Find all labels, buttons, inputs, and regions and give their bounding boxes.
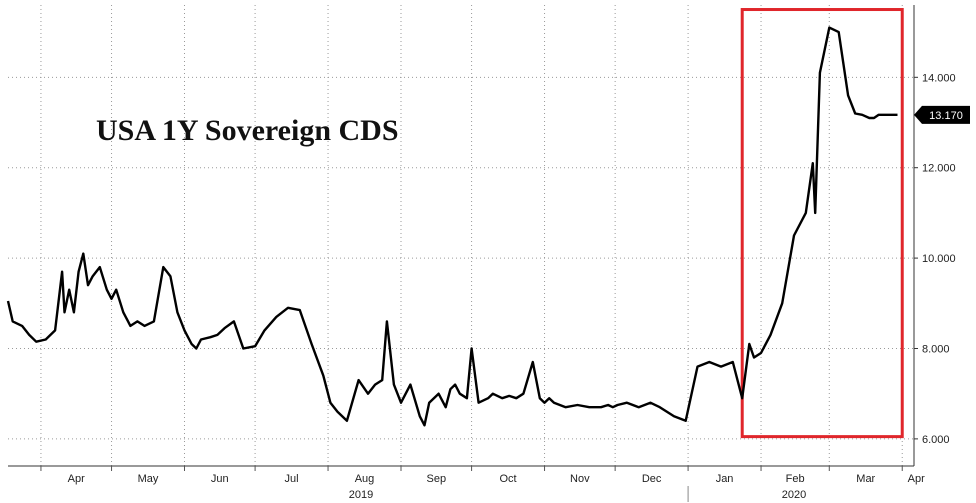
series-line-layer [6,26,898,427]
y-tick-label: 8.000 [922,343,950,355]
x-month-label: Apr [68,473,85,485]
x-month-label: Dec [642,473,662,485]
x-month-label: Feb [786,473,805,485]
y-tick-label: 6.000 [922,434,950,446]
x-month-label: Aug [355,473,375,485]
last-value-badge-layer: 13.170 [914,105,970,124]
x-month-label: Jan [716,473,734,485]
last-value-badge [914,105,970,124]
x-year-label: 2020 [782,489,806,501]
x-year-label: 2019 [349,489,373,501]
highlight-box [740,8,904,439]
y-axis: 6.000 8.000 10.000 12.000 14.000 [913,5,956,466]
x-month-label: May [138,473,159,485]
x-month-label: Nov [570,473,590,485]
x-month-label: Apr [908,473,925,485]
chart-title: USA 1Y Sovereign CDS [96,114,399,147]
cds-series-line [6,26,898,427]
x-month-label: Jun [211,473,229,485]
x-month-label: Jul [285,473,299,485]
gridlines [8,5,914,466]
x-month-label: Oct [500,473,517,485]
y-tick-label: 14.000 [922,72,956,84]
last-value-label: 13.170 [929,110,963,122]
x-month-label: Sep [427,473,447,485]
x-axis: Apr May Jun Jul Aug Sep Oct Nov Dec Jan Feb Mar Apr 2… [8,465,925,502]
y-tick-label: 10.000 [922,253,956,265]
x-month-label: Mar [856,473,875,485]
y-tick-label: 12.000 [922,163,956,175]
highlight-box-layer [740,8,904,439]
